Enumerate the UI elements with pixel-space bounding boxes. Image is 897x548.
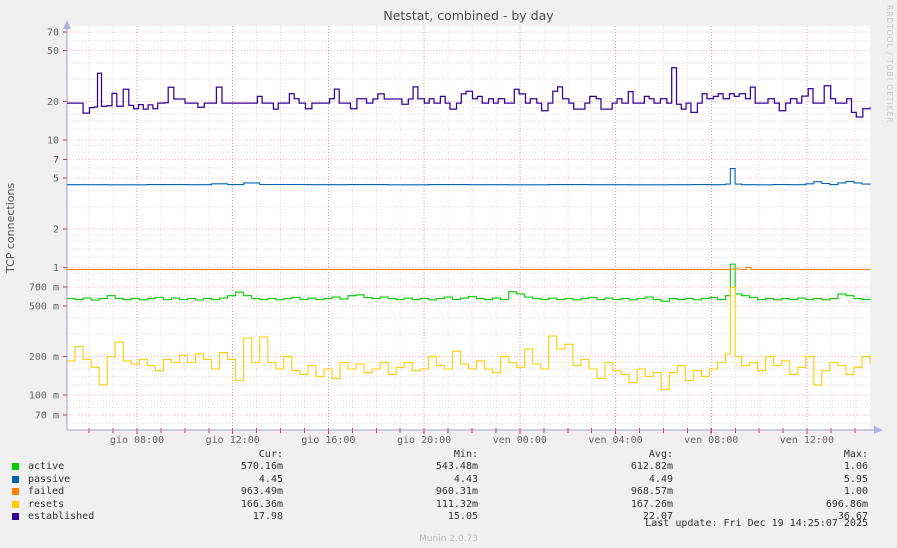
x-tick-label: ven 00:00 — [493, 435, 547, 446]
resets-avg: 167.26m — [630, 498, 673, 510]
rrdtool-watermark: RRDTOOL / TOBI OETIKER — [885, 5, 894, 124]
legend-table: Cur: Min: Avg: Max: active 570.16m 543.4… — [0, 449, 897, 523]
resets-max: 696.86m — [825, 498, 868, 510]
legend-row-passive: passive 4.45 4.43 4.49 5.95 — [0, 474, 897, 486]
y-tick-label: 500 m — [29, 301, 59, 312]
legend-row-failed: failed 963.49m 960.31m 968.57m 1.00 — [0, 486, 897, 498]
col-header-cur: Cur: — [258, 449, 283, 460]
failed-avg: 968.57m — [630, 486, 673, 498]
y-tick-label: 1 — [53, 263, 59, 274]
y-tick-label: 5 — [53, 174, 59, 185]
legend-row-active: active 570.16m 543.48m 612.82m 1.06 — [0, 461, 897, 473]
legend-header-row: Cur: Min: Avg: Max: — [0, 449, 897, 461]
series-resets-line — [67, 286, 871, 390]
resets-cur: 166.36m — [240, 498, 283, 510]
legend-row-resets: resets 166.36m 111.32m 167.26m 696.86m — [0, 499, 897, 511]
series-passive-line — [67, 168, 871, 186]
series-label: resets — [28, 498, 65, 510]
x-tick-label: gio 16:00 — [301, 435, 355, 446]
passive-swatch-icon — [12, 475, 19, 483]
y-tick-label: 70 — [47, 28, 59, 39]
passive-min: 4.43 — [453, 473, 478, 485]
series-label: established — [28, 510, 95, 522]
x-tick-label: gio 12:00 — [206, 435, 260, 446]
y-tick-label: 7 — [53, 155, 59, 166]
col-header-max: Max: — [843, 449, 868, 460]
failed-swatch-icon — [12, 488, 19, 496]
series-active-line — [67, 263, 871, 302]
established-avg: 22.07 — [642, 510, 673, 522]
series-label: failed — [28, 486, 65, 498]
y-tick-label: 100 m — [29, 391, 59, 402]
active-swatch-icon — [12, 463, 19, 471]
established-swatch-icon — [12, 512, 19, 520]
y-tick-label: 2 — [53, 225, 59, 236]
failed-cur: 963.49m — [240, 486, 283, 498]
x-tick-label: ven 04:00 — [588, 435, 642, 446]
col-header-avg: Avg: — [648, 449, 673, 460]
passive-avg: 4.49 — [648, 473, 673, 485]
series-failed-line — [67, 266, 870, 271]
failed-max: 1.00 — [843, 486, 868, 498]
active-min: 543.48m — [435, 461, 478, 473]
y-tick-label: 70 m — [35, 410, 59, 421]
x-tick-label: gio 20:00 — [397, 435, 451, 446]
established-min: 15.05 — [447, 510, 478, 522]
legend-row-established: established 17.98 15.05 22.07 36.67 — [0, 511, 897, 523]
series-established-line — [67, 67, 871, 118]
y-tick-label: 10 — [47, 135, 59, 146]
active-max: 1.06 — [843, 461, 868, 473]
y-tick-label: 700 m — [29, 283, 59, 294]
x-axis-arrow-icon — [874, 426, 883, 434]
x-tick-label: gio 08:00 — [110, 435, 164, 446]
plot-canvas — [67, 26, 870, 430]
y-tick-label: 50 — [47, 46, 59, 57]
series-label: passive — [28, 473, 71, 485]
x-tick-label: ven 08:00 — [684, 435, 738, 446]
munin-version: Munin 2.0.73 — [419, 534, 478, 544]
established-max: 36.67 — [837, 510, 868, 522]
series-label: active — [28, 461, 65, 473]
y-tick-label: 200 m — [29, 352, 59, 363]
resets-min: 111.32m — [435, 498, 478, 510]
resets-swatch-icon — [12, 500, 19, 508]
passive-cur: 4.45 — [258, 473, 283, 485]
y-axis-arrow-icon — [63, 20, 71, 29]
passive-max: 5.95 — [843, 473, 868, 485]
active-avg: 612.82m — [630, 461, 673, 473]
active-cur: 570.16m — [240, 461, 283, 473]
y-tick-label: 20 — [47, 97, 59, 108]
col-header-min: Min: — [453, 449, 478, 460]
last-update-text: Last update: Fri Dec 19 14:25:07 2025 — [645, 518, 868, 529]
failed-min: 960.31m — [435, 486, 478, 498]
established-cur: 17.98 — [252, 510, 283, 522]
graph-title: Netstat, combined - by day — [383, 8, 554, 23]
x-tick-label: ven 12:00 — [780, 435, 834, 446]
